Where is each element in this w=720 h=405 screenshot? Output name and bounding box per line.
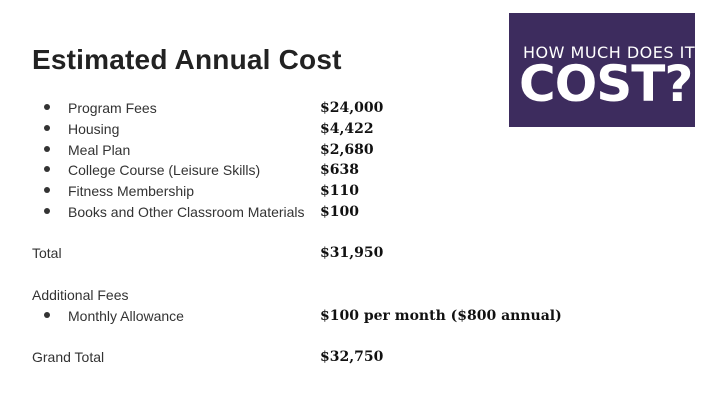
item-label: Housing (68, 121, 120, 137)
cost-badge-image: HOW MUCH DOES IT COST? (509, 13, 695, 127)
slide-title: Estimated Annual Cost (32, 44, 342, 75)
item-label: College Course (Leisure Skills) (68, 162, 261, 178)
item-value: $638 (320, 162, 359, 178)
item-label: Meal Plan (68, 142, 131, 158)
total-row: Total $31,950 (0, 243, 720, 263)
bullet-icon (44, 125, 50, 131)
list-item: Books and Other Classroom Materials $100 (0, 202, 720, 222)
item-label: Fitness Membership (68, 183, 195, 199)
list-item: Housing $4,422 (0, 119, 720, 139)
list-item: Meal Plan $2,680 (0, 140, 720, 160)
bullet-icon (44, 104, 50, 110)
item-value: $100 per month ($800 annual) (320, 308, 562, 324)
grand-total-row: Grand Total $32,750 (0, 347, 720, 367)
grand-total-value: $32,750 (320, 349, 384, 365)
bullet-icon (44, 312, 50, 318)
list-item: Program Fees $24,000 (0, 98, 720, 118)
list-item: Fitness Membership $110 (0, 181, 720, 201)
list-item: Monthly Allowance $100 per month ($800 a… (0, 306, 720, 326)
total-label: Total (32, 245, 62, 261)
bullet-icon (44, 146, 50, 152)
bullet-icon (44, 187, 50, 193)
list-item: College Course (Leisure Skills) $638 (0, 160, 720, 180)
item-label: Program Fees (68, 100, 157, 116)
item-label: Monthly Allowance (68, 308, 184, 324)
badge-line-1: HOW MUCH DOES IT (523, 43, 696, 62)
additional-fees-heading-row: Additional Fees (0, 285, 720, 305)
item-value: $2,680 (320, 142, 374, 158)
item-value: $4,422 (320, 121, 374, 137)
additional-fees-heading: Additional Fees (32, 287, 129, 303)
badge-line-2: COST? (519, 55, 693, 113)
item-value: $24,000 (320, 100, 384, 116)
item-value: $110 (320, 183, 359, 199)
total-value: $31,950 (320, 245, 384, 261)
bullet-icon (44, 166, 50, 172)
grand-total-label: Grand Total (32, 349, 105, 365)
item-value: $100 (320, 204, 359, 220)
bullet-icon (44, 208, 50, 214)
item-label: Books and Other Classroom Materials (68, 204, 305, 220)
